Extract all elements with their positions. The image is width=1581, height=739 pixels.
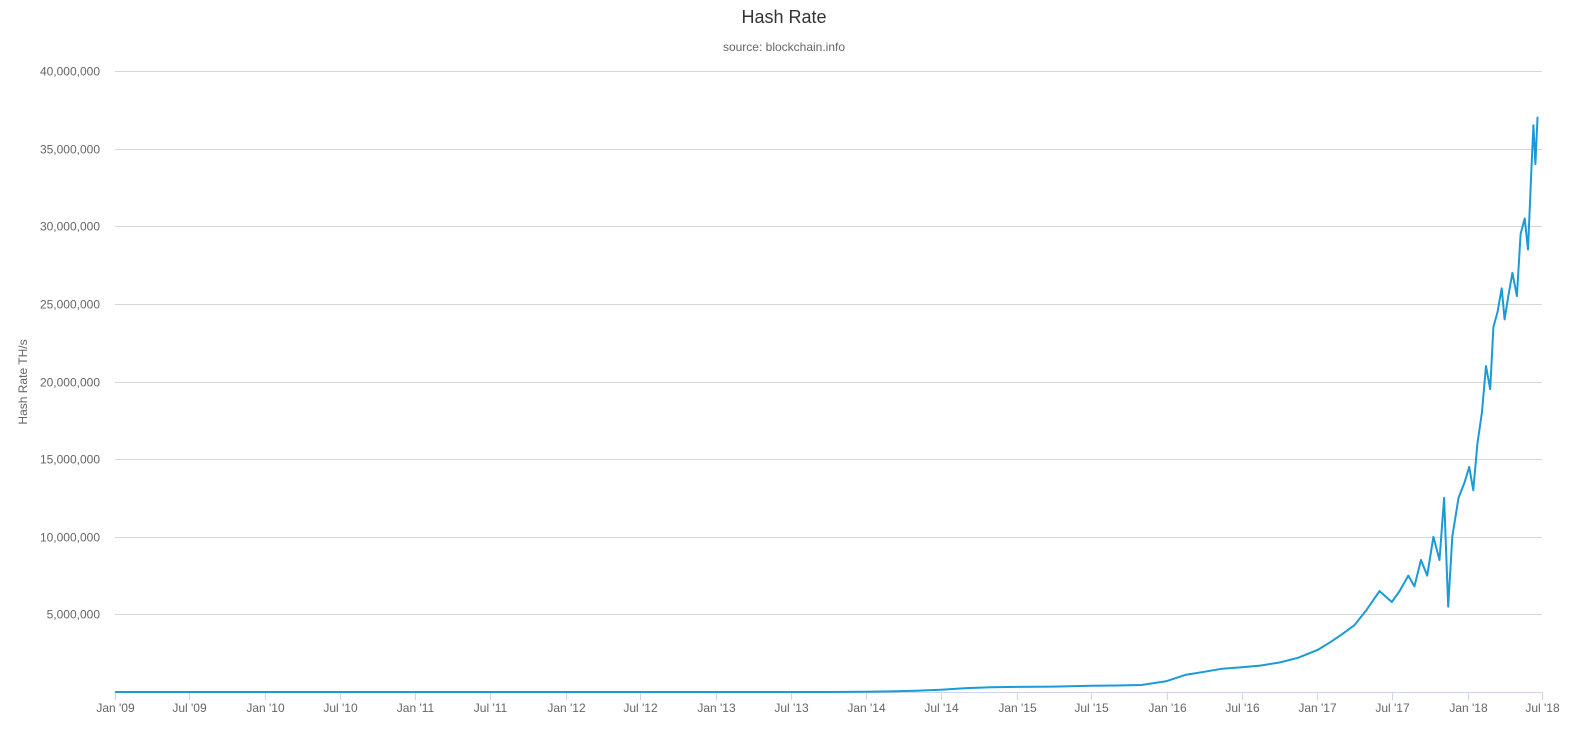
x-tick-label: Jul '17 <box>1375 701 1410 715</box>
y-tick-label: 25,000,000 <box>40 298 100 312</box>
y-tick-label: 20,000,000 <box>40 376 100 390</box>
x-tick-label: Jan '11 <box>397 701 435 715</box>
x-tick-label: Jan '15 <box>998 701 1037 715</box>
grid-lines <box>115 71 1542 615</box>
y-axis-label: Hash Rate TH/s <box>16 339 30 424</box>
y-tick-label: 5,000,000 <box>47 608 101 622</box>
y-axis-ticks: 5,000,000 10,000,000 15,000,000 20,000,000 2… <box>40 65 100 622</box>
series-group <box>114 116 1539 693</box>
x-tick-label: Jan '17 <box>1298 701 1337 715</box>
y-tick-label: 30,000,000 <box>40 220 100 234</box>
x-tick-label: Jan '12 <box>547 701 586 715</box>
x-tick-label: Jan '16 <box>1148 701 1187 715</box>
chart-subtitle: source: blockchain.info <box>723 40 845 54</box>
x-tick-label: Jul '09 <box>172 701 207 715</box>
x-axis-ticks: Jan '09 Jul '09 Jan '10 Jul '10 Jan '11 Jul '… <box>96 692 1560 715</box>
x-tick-label: Jul '16 <box>1225 701 1260 715</box>
hash-rate-series-line <box>114 116 1539 693</box>
x-tick-label: Jan '18 <box>1449 701 1488 715</box>
x-tick-label: Jul '10 <box>323 701 358 715</box>
chart-title: Hash Rate <box>741 7 826 27</box>
x-tick-label: Jan '13 <box>697 701 736 715</box>
x-tick-label: Jul '18 <box>1525 701 1560 715</box>
x-tick-label: Jan '10 <box>246 701 285 715</box>
x-tick-label: Jul '14 <box>924 701 959 715</box>
y-tick-label: 40,000,000 <box>40 65 100 79</box>
y-tick-label: 15,000,000 <box>40 453 100 467</box>
x-tick-label: Jan '09 <box>96 701 135 715</box>
x-tick-label: Jul '13 <box>774 701 809 715</box>
x-tick-label: Jul '15 <box>1074 701 1109 715</box>
x-tick-label: Jan '14 <box>847 701 886 715</box>
x-tick-label: Jul '11 <box>474 701 508 715</box>
y-tick-label: 10,000,000 <box>40 531 100 545</box>
x-tick-label: Jul '12 <box>623 701 658 715</box>
y-tick-label: 35,000,000 <box>40 143 100 157</box>
